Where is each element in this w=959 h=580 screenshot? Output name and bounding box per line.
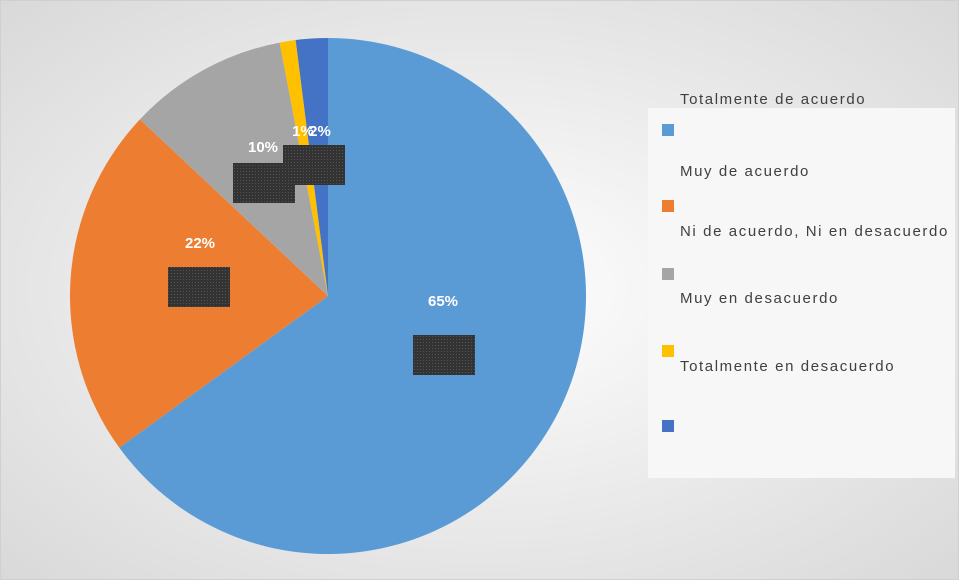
legend-label: Totalmente de acuerdo <box>680 91 867 108</box>
data-label: 1% <box>292 123 314 140</box>
data-label: 2% <box>309 123 331 140</box>
pie <box>70 38 586 554</box>
legend-label: Totalmente en desacuerdo <box>680 358 896 375</box>
data-label: 10% <box>248 139 278 156</box>
legend-swatch <box>662 345 674 357</box>
label-box <box>413 335 475 375</box>
legend-label: Muy en desacuerdo <box>680 290 839 307</box>
legend-swatch <box>662 124 674 136</box>
legend-swatch <box>662 200 674 212</box>
label-box <box>168 267 230 307</box>
label-box <box>283 145 345 185</box>
pie-slice <box>119 38 586 554</box>
data-label: 22% <box>185 235 215 252</box>
legend-label: Muy de acuerdo <box>680 163 810 180</box>
legend-swatch <box>662 268 674 280</box>
legend-label: Ni de acuerdo, Ni en desacuerdo <box>680 223 949 240</box>
labels: 65% 22% 10% 1%2% <box>168 123 475 375</box>
legend-box <box>648 108 955 478</box>
legend-swatch <box>662 420 674 432</box>
data-label: 65% <box>428 293 458 310</box>
